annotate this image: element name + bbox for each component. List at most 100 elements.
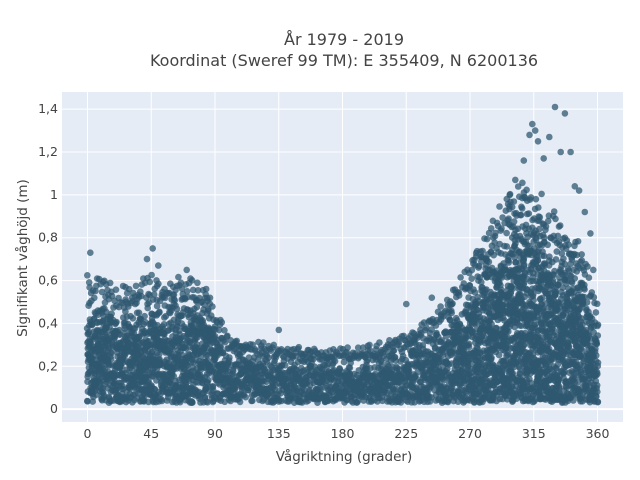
data-point bbox=[423, 324, 430, 332]
data-point bbox=[585, 274, 593, 282]
data-point bbox=[175, 273, 182, 281]
data-point bbox=[536, 225, 543, 233]
data-point bbox=[378, 358, 385, 365]
data-point bbox=[215, 326, 223, 334]
data-point bbox=[457, 274, 464, 281]
data-point bbox=[419, 342, 427, 349]
data-point bbox=[141, 312, 148, 320]
data-point bbox=[468, 275, 476, 283]
data-point bbox=[155, 280, 162, 288]
data-point bbox=[404, 368, 412, 375]
data-point bbox=[584, 263, 591, 270]
data-point bbox=[217, 342, 224, 350]
data-point bbox=[510, 198, 518, 205]
data-point bbox=[116, 331, 124, 339]
data-point bbox=[530, 296, 537, 304]
data-point bbox=[221, 338, 229, 346]
data-point bbox=[390, 347, 397, 355]
data-point bbox=[552, 215, 559, 223]
data-point bbox=[173, 305, 181, 313]
data-point bbox=[148, 271, 155, 279]
data-point bbox=[505, 328, 512, 335]
data-point bbox=[549, 277, 557, 284]
data-point bbox=[544, 241, 551, 249]
data-point bbox=[295, 343, 303, 351]
data-point bbox=[485, 258, 493, 266]
data-point bbox=[581, 293, 588, 301]
data-point bbox=[411, 399, 418, 406]
data-point bbox=[189, 286, 197, 294]
data-point bbox=[218, 319, 226, 326]
data-point bbox=[531, 321, 539, 329]
data-point bbox=[488, 354, 495, 362]
data-point bbox=[574, 238, 582, 245]
data-point bbox=[478, 278, 485, 286]
data-point bbox=[480, 332, 488, 340]
data-point bbox=[578, 251, 585, 258]
data-point bbox=[455, 292, 463, 299]
data-point bbox=[270, 341, 278, 349]
data-point bbox=[178, 285, 186, 293]
data-point bbox=[540, 234, 548, 241]
data-point bbox=[354, 344, 362, 352]
data-point bbox=[521, 261, 528, 269]
data-point bbox=[221, 327, 228, 334]
data-point bbox=[496, 203, 503, 210]
data-point bbox=[184, 293, 192, 301]
data-point bbox=[517, 211, 525, 219]
data-point bbox=[465, 341, 472, 349]
data-point bbox=[542, 223, 550, 230]
data-point bbox=[85, 330, 92, 337]
data-point bbox=[98, 288, 106, 296]
data-point bbox=[129, 315, 137, 322]
data-point bbox=[91, 294, 98, 302]
data-point bbox=[108, 349, 115, 357]
data-point bbox=[233, 337, 241, 345]
data-point bbox=[112, 286, 120, 294]
data-point bbox=[535, 204, 542, 211]
data-point bbox=[540, 252, 548, 260]
data-point bbox=[146, 278, 154, 286]
data-point bbox=[249, 397, 256, 405]
data-point bbox=[344, 344, 351, 351]
data-point bbox=[153, 302, 161, 310]
data-point bbox=[487, 225, 495, 232]
data-point bbox=[571, 275, 579, 282]
data-point bbox=[107, 355, 115, 363]
data-point bbox=[518, 205, 526, 212]
data-point bbox=[155, 351, 163, 358]
data-point bbox=[552, 256, 560, 263]
data-point bbox=[521, 340, 528, 348]
data-point bbox=[483, 235, 491, 243]
data-point bbox=[561, 260, 568, 268]
data-point bbox=[492, 229, 499, 237]
data-point bbox=[556, 383, 563, 391]
data-point bbox=[495, 351, 503, 359]
data-point bbox=[135, 309, 143, 317]
data-point bbox=[204, 399, 211, 406]
data-point bbox=[539, 294, 546, 302]
data-point bbox=[468, 266, 476, 274]
data-point bbox=[209, 303, 216, 310]
data-point bbox=[553, 248, 561, 255]
data-point bbox=[498, 225, 505, 232]
data-point bbox=[491, 239, 499, 246]
data-point bbox=[508, 203, 516, 211]
data-point bbox=[340, 358, 348, 366]
data-point bbox=[479, 247, 486, 255]
data-point bbox=[206, 294, 214, 302]
data-point bbox=[92, 287, 99, 295]
data-point bbox=[570, 397, 577, 404]
data-point bbox=[488, 320, 495, 328]
data-point bbox=[281, 362, 289, 369]
data-point bbox=[202, 285, 210, 293]
data-point bbox=[132, 282, 140, 290]
data-point bbox=[551, 291, 559, 299]
data-point bbox=[188, 277, 196, 284]
data-point bbox=[544, 217, 552, 225]
data-point bbox=[84, 272, 91, 279]
data-point bbox=[84, 397, 91, 405]
data-point bbox=[519, 179, 526, 187]
data-point bbox=[108, 310, 115, 318]
